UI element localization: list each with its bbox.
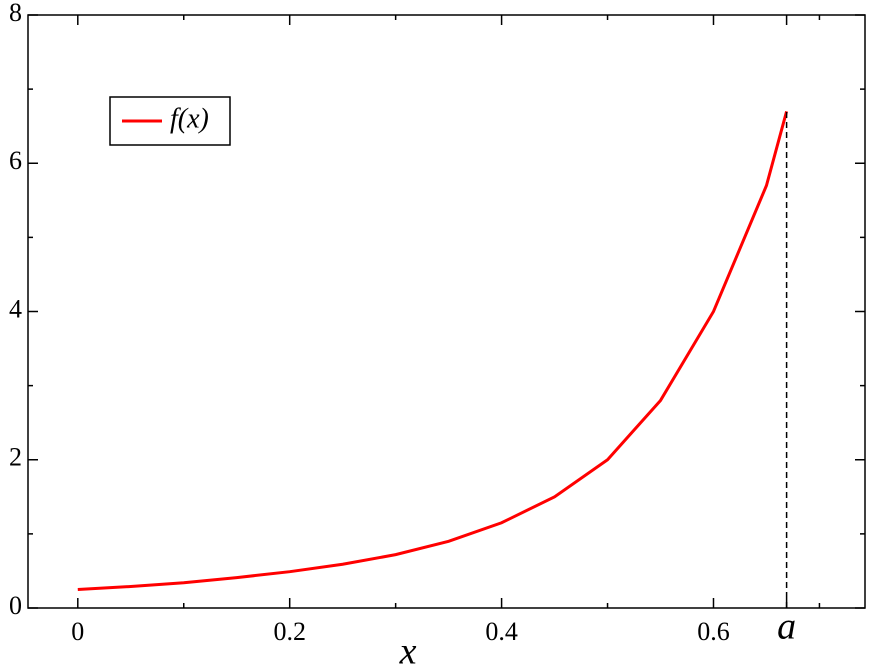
y-tick-label: 0: [9, 591, 22, 620]
y-tick-label: 4: [9, 294, 22, 323]
y-tick-label: 8: [9, 0, 22, 27]
x-tick-label: 0.2: [273, 617, 306, 646]
x-tick-label: 0.4: [485, 617, 518, 646]
legend-label: f(x): [170, 103, 209, 134]
x-tick-label: 0: [71, 617, 84, 646]
x-axis-label: x: [399, 631, 417, 672]
y-tick-label: 6: [9, 146, 22, 175]
y-tick-label: 2: [9, 443, 22, 472]
x-tick-label: a: [777, 606, 796, 648]
series-line: [77, 110, 789, 591]
x-tick-label: 0.6: [697, 617, 730, 646]
